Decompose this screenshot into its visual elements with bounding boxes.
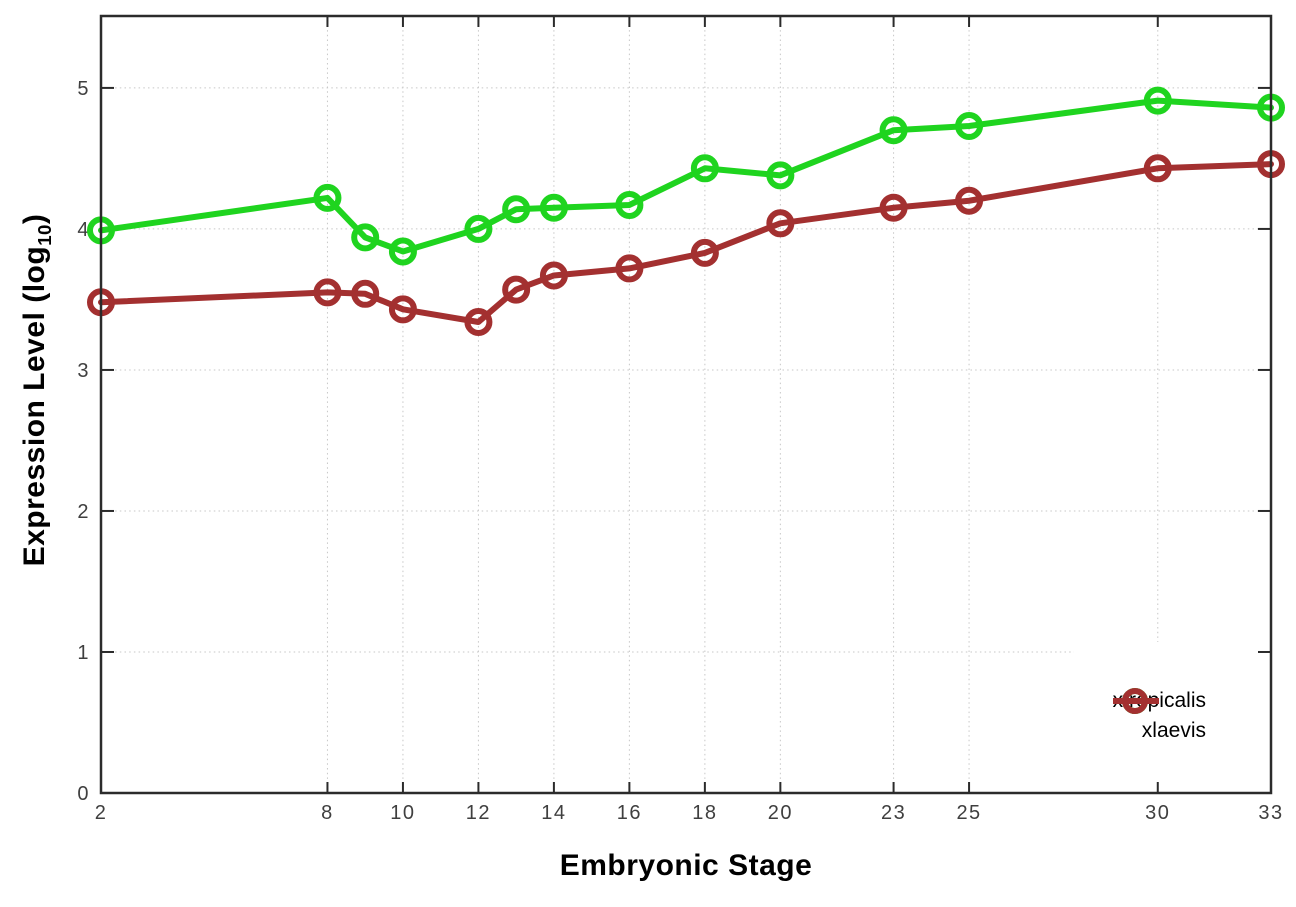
x-tick-label: 12 [466,802,491,824]
data-point-xtropicalis [766,161,795,190]
legend-swatch-circle [1121,688,1148,714]
data-point-xtropicalis [351,223,380,252]
series-line-xlaevis [98,161,1274,326]
data-point-xlaevis [955,186,984,215]
data-point-xtropicalis [615,190,644,219]
legend-marker-xtropicalis [1112,686,1260,716]
data-point-xtropicalis [502,195,531,224]
data-point-xlaevis [690,238,719,267]
y-tick-label: 1 [77,642,90,664]
x-axis-title: Embryonic Stage [559,849,813,882]
data-point-xtropicalis [1143,86,1172,115]
x-tick-label: 23 [881,802,906,824]
data-point-xtropicalis [955,111,984,140]
x-tick-label: 8 [321,802,334,824]
y-tick-label: 0 [77,783,90,805]
data-point-xtropicalis [313,183,342,212]
x-tick-label: 25 [956,802,981,824]
legend-swatch-svg [1112,688,1159,714]
ticks [100,16,1272,794]
legend-label-xlaevis: xlaevis [1141,719,1206,742]
data-point-xlaevis [351,279,380,308]
data-point-xlaevis [313,278,342,307]
x-tick-label: 2 [95,802,108,824]
x-tick-label: 18 [692,802,717,824]
x-tick-label: 10 [390,802,415,824]
y-tick-label: 5 [77,78,90,100]
data-point-xlaevis [1143,154,1172,183]
legend-box [1074,642,1264,791]
data-point-xtropicalis [879,116,908,145]
legend-label-xtropicalis: xtropicalis [1112,689,1206,712]
data-point-xlaevis [388,295,417,324]
data-point-xtropicalis [690,154,719,183]
legend-marker-xlaevis [1112,688,1260,746]
y-tick-label: 3 [77,360,90,382]
data-point-xlaevis [502,275,531,304]
y-axis-title-text: Expression Level (log [18,245,51,567]
x-tick-label: 30 [1145,802,1170,824]
series-xlaevis [87,150,1285,337]
x-tick-label: 20 [768,802,793,824]
plot-frame [99,14,1273,795]
x-tick-label: 14 [541,802,566,824]
data-point-xtropicalis [388,237,417,266]
y-tick-label: 4 [77,219,90,241]
data-point-xlaevis [879,193,908,222]
x-tick-label: 16 [617,802,642,824]
data-point-xlaevis [766,209,795,238]
data-point-xlaevis [615,254,644,283]
y-axis-title-close: ) [18,213,51,225]
x-tick-label: 33 [1258,802,1283,824]
y-axis-title-subscript: 10 [34,224,55,246]
data-point-xtropicalis [464,214,493,243]
data-point-xlaevis [464,308,493,337]
data-point-xlaevis [539,261,568,290]
y-axis-title: Expression Level (log10) [18,214,56,567]
legend-item-xlaevis: xlaevis [1112,688,1260,746]
y-tick-label: 2 [77,501,90,523]
legend: xtropicalis xlaevis [1112,686,1260,746]
data-point-xtropicalis [539,193,568,222]
